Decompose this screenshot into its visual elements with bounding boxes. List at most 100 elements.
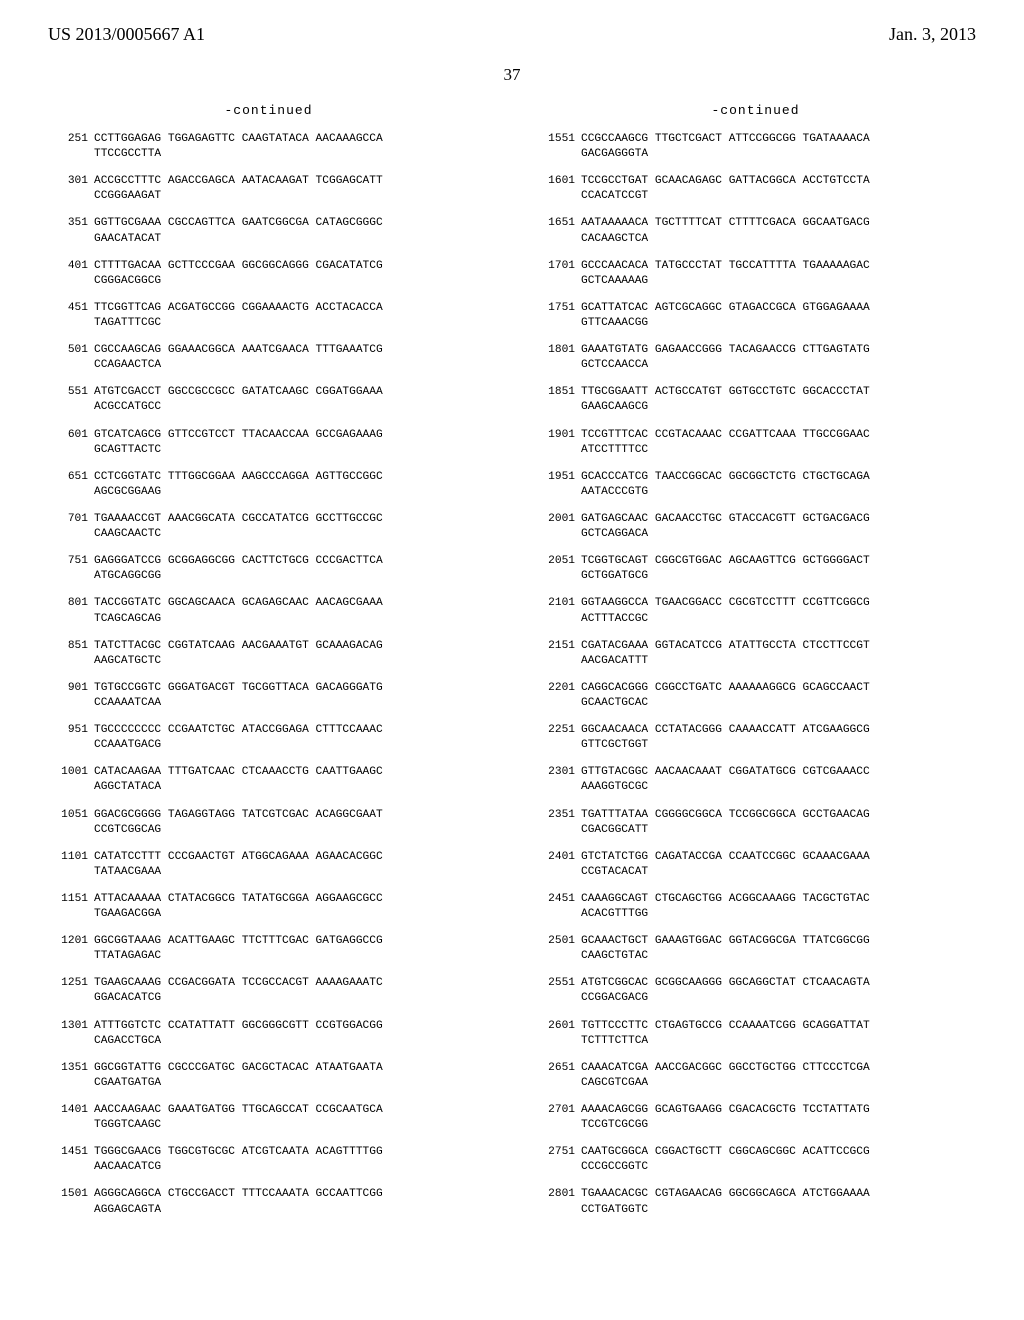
sequence-line: 1601TCCGCCTGAT GCAACAGAGC GATTACGGCA ACC… (535, 174, 976, 189)
sequence-block: 551ATGTCGACCT GGCCGCCGCC GATATCAAGC CGGA… (48, 385, 489, 415)
sequence-block: 1151ATTACAAAAA CTATACGGCG TATATGCGGA AGG… (48, 892, 489, 922)
sequence-line: CAGCGTCGAA (535, 1076, 976, 1091)
sequence-line: 1151ATTACAAAAA CTATACGGCG TATATGCGGA AGG… (48, 892, 489, 907)
sequence-line: ACGCCATGCC (48, 400, 489, 415)
sequence-block: 2501GCAAACTGCT GAAAGTGGAC GGTACGGCGA TTA… (535, 934, 976, 964)
sequence-line: 2001GATGAGCAAC GACAACCTGC GTACCACGTT GCT… (535, 512, 976, 527)
sequence-line: 1351GGCGGTATTG CGCCCGATGC GACGCTACAC ATA… (48, 1061, 489, 1076)
sequence-line: GCTCAGGACA (535, 527, 976, 542)
sequence-block: 1301ATTTGGTCTC CCATATTATT GGCGGGCGTT CCG… (48, 1019, 489, 1049)
sequence-line: 651CCTCGGTATC TTTGGCGGAA AAGCCCAGGA AGTT… (48, 470, 489, 485)
sequence-line: CAGACCTGCA (48, 1034, 489, 1049)
sequence-line: CCAGAACTCA (48, 358, 489, 373)
sequence-line: 2051TCGGTGCAGT CGGCGTGGAC AGCAAGTTCG GCT… (535, 554, 976, 569)
sequence-block: 1101CATATCCTTT CCCGAACTGT ATGGCAGAAA AGA… (48, 850, 489, 880)
sequence-block: 1001CATACAAGAA TTTGATCAAC CTCAAACCTG CAA… (48, 765, 489, 795)
sequence-line: 301ACCGCCTTTC AGACCGAGCA AATACAAGAT TCGG… (48, 174, 489, 189)
sequence-line: AGCGCGGAAG (48, 485, 489, 500)
sequence-line: 2151CGATACGAAA GGTACATCCG ATATTGCCTA CTC… (535, 639, 976, 654)
sequence-line: CCAAATGACG (48, 738, 489, 753)
sequence-line: 2551ATGTCGGCAC GCGGCAAGGG GGCAGGCTAT CTC… (535, 976, 976, 991)
sequence-line: 551ATGTCGACCT GGCCGCCGCC GATATCAAGC CGGA… (48, 385, 489, 400)
sequence-line: CAAGCAACTC (48, 527, 489, 542)
patent-number: US 2013/0005667 A1 (48, 24, 205, 45)
sequence-block: 2801TGAAACACGC CGTAGAACAG GGCGGCAGCA ATC… (535, 1187, 976, 1217)
sequence-line: 1101CATATCCTTT CCCGAACTGT ATGGCAGAAA AGA… (48, 850, 489, 865)
sequence-block: 1651AATAAAAACA TGCTTTTCAT CTTTTCGACA GGC… (535, 216, 976, 246)
sequence-line: 1801GAAATGTATG GAGAACCGGG TACAGAACCG CTT… (535, 343, 976, 358)
sequence-block: 901TGTGCCGGTC GGGATGACGT TGCGGTTACA GACA… (48, 681, 489, 711)
sequence-block: 2401GTCTATCTGG CAGATACCGA CCAATCCGGC GCA… (535, 850, 976, 880)
sequence-line: 901TGTGCCGGTC GGGATGACGT TGCGGTTACA GACA… (48, 681, 489, 696)
sequence-line: GCTCCAACCA (535, 358, 976, 373)
sequence-block: 851TATCTTACGC CGGTATCAAG AACGAAATGT GCAA… (48, 639, 489, 669)
sequence-line: 2651CAAACATCGA AACCGACGGC GGCCTGCTGG CTT… (535, 1061, 976, 1076)
sequence-line: CGGGACGGCG (48, 274, 489, 289)
sequence-line: CCGGACGACG (535, 991, 976, 1006)
sequence-block: 701TGAAAACCGT AAACGGCATA CGCCATATCG GCCT… (48, 512, 489, 542)
sequence-line: TGGGTCAAGC (48, 1118, 489, 1133)
sequence-block: 1351GGCGGTATTG CGCCCGATGC GACGCTACAC ATA… (48, 1061, 489, 1091)
sequence-block: 1501AGGGCAGGCA CTGCCGACCT TTTCCAAATA GCC… (48, 1187, 489, 1217)
sequence-columns: -continued 251CCTTGGAGAG TGGAGAGTTC CAAG… (48, 103, 976, 1230)
sequence-line: AAAGGTGCGC (535, 780, 976, 795)
sequence-line: 1251TGAAGCAAAG CCGACGGATA TCCGCCACGT AAA… (48, 976, 489, 991)
sequence-line: GCTCAAAAAG (535, 274, 976, 289)
sequence-line: CAAGCTGTAC (535, 949, 976, 964)
sequence-line: ACTTTACCGC (535, 612, 976, 627)
sequence-line: AGGCTATACA (48, 780, 489, 795)
sequence-line: 1001CATACAAGAA TTTGATCAAC CTCAAACCTG CAA… (48, 765, 489, 780)
page-header: US 2013/0005667 A1 Jan. 3, 2013 (48, 24, 976, 45)
sequence-block: 2101GGTAAGGCCA TGAACGGACC CGCGTCCTTT CCG… (535, 596, 976, 626)
sequence-line: 2351TGATTTATAA CGGGGCGGCA TCCGGCGGCA GCC… (535, 808, 976, 823)
sequence-line: 1551CCGCCAAGCG TTGCTCGACT ATTCCGGCGG TGA… (535, 132, 976, 147)
sequence-line: 801TACCGGTATC GGCAGCAACA GCAGAGCAAC AACA… (48, 596, 489, 611)
sequence-block: 651CCTCGGTATC TTTGGCGGAA AAGCCCAGGA AGTT… (48, 470, 489, 500)
sequence-line: CCGTCGGCAG (48, 823, 489, 838)
sequence-line: AAGCATGCTC (48, 654, 489, 669)
sequence-block: 601GTCATCAGCG GTTCCGTCCT TTACAACCAA GCCG… (48, 428, 489, 458)
sequence-block: 501CGCCAAGCAG GGAAACGGCA AAATCGAACA TTTG… (48, 343, 489, 373)
continued-label-left: -continued (48, 103, 489, 118)
sequence-line: TCCGTCGCGG (535, 1118, 976, 1133)
page-number: 37 (48, 65, 976, 85)
sequence-block: 2151CGATACGAAA GGTACATCCG ATATTGCCTA CTC… (535, 639, 976, 669)
sequence-line: 851TATCTTACGC CGGTATCAAG AACGAAATGT GCAA… (48, 639, 489, 654)
sequence-line: AACAACATCG (48, 1160, 489, 1175)
sequence-line: CGAATGATGA (48, 1076, 489, 1091)
sequence-block: 2051TCGGTGCAGT CGGCGTGGAC AGCAAGTTCG GCT… (535, 554, 976, 584)
sequence-line: ATCCTTTTCC (535, 443, 976, 458)
sequence-block: 301ACCGCCTTTC AGACCGAGCA AATACAAGAT TCGG… (48, 174, 489, 204)
sequence-line: GGACACATCG (48, 991, 489, 1006)
sequence-block: 751GAGGGATCCG GCGGAGGCGG CACTTCTGCG CCCG… (48, 554, 489, 584)
right-column: -continued 1551CCGCCAAGCG TTGCTCGACT ATT… (535, 103, 976, 1230)
sequence-line: GAACATACAT (48, 232, 489, 247)
sequence-line: AGGAGCAGTA (48, 1203, 489, 1218)
sequence-line: 1501AGGGCAGGCA CTGCCGACCT TTTCCAAATA GCC… (48, 1187, 489, 1202)
sequence-block: 2601TGTTCCCTTC CTGAGTGCCG CCAAAATCGG GCA… (535, 1019, 976, 1049)
sequence-line: ATGCAGGCGG (48, 569, 489, 584)
sequence-line: 701TGAAAACCGT AAACGGCATA CGCCATATCG GCCT… (48, 512, 489, 527)
sequence-line: TCTTTCTTCA (535, 1034, 976, 1049)
sequence-block: 2001GATGAGCAAC GACAACCTGC GTACCACGTT GCT… (535, 512, 976, 542)
sequence-block: 2251GGCAACAACA CCTATACGGG CAAAACCATT ATC… (535, 723, 976, 753)
sequence-line: 451TTCGGTTCAG ACGATGCCGG CGGAAAACTG ACCT… (48, 301, 489, 316)
sequence-block: 401CTTTTGACAA GCTTCCCGAA GGCGGCAGGG CGAC… (48, 259, 489, 289)
sequence-line: GACGAGGGTA (535, 147, 976, 162)
sequence-block: 1201GGCGGTAAAG ACATTGAAGC TTCTTTCGAC GAT… (48, 934, 489, 964)
sequence-block: 1701GCCCAACACA TATGCCCTAT TGCCATTTTA TGA… (535, 259, 976, 289)
sequence-block: 1551CCGCCAAGCG TTGCTCGACT ATTCCGGCGG TGA… (535, 132, 976, 162)
sequence-line: 2601TGTTCCCTTC CTGAGTGCCG CCAAAATCGG GCA… (535, 1019, 976, 1034)
sequence-line: 1851TTGCGGAATT ACTGCCATGT GGTGCCTGTC GGC… (535, 385, 976, 400)
sequence-line: 2701AAAACAGCGG GCAGTGAAGG CGACACGCTG TCC… (535, 1103, 976, 1118)
sequence-line: 2751CAATGCGGCA CGGACTGCTT CGGCAGCGGC ACA… (535, 1145, 976, 1160)
sequence-block: 2751CAATGCGGCA CGGACTGCTT CGGCAGCGGC ACA… (535, 1145, 976, 1175)
sequence-line: TCAGCAGCAG (48, 612, 489, 627)
sequence-line: 1751GCATTATCAC AGTCGCAGGC GTAGACCGCA GTG… (535, 301, 976, 316)
sequence-line: GAAGCAAGCG (535, 400, 976, 415)
sequence-line: GCAACTGCAC (535, 696, 976, 711)
sequence-line: 401CTTTTGACAA GCTTCCCGAA GGCGGCAGGG CGAC… (48, 259, 489, 274)
left-column: -continued 251CCTTGGAGAG TGGAGAGTTC CAAG… (48, 103, 489, 1230)
sequence-line: 1301ATTTGGTCTC CCATATTATT GGCGGGCGTT CCG… (48, 1019, 489, 1034)
sequence-block: 951TGCCCCCCCC CCGAATCTGC ATACCGGAGA CTTT… (48, 723, 489, 753)
